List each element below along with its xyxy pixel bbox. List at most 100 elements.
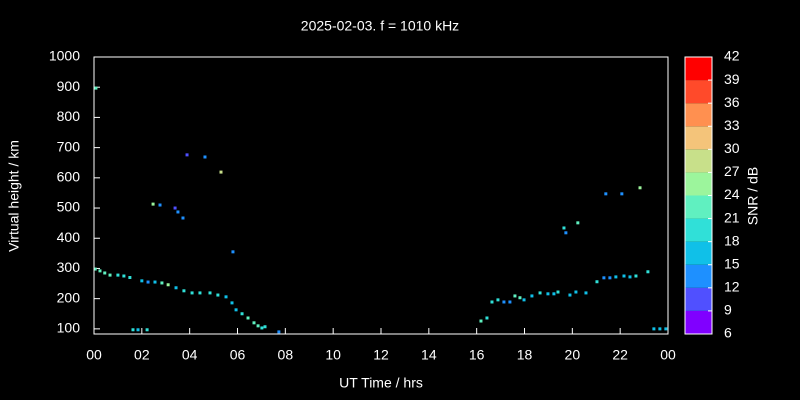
x-tick-label: 00: [86, 347, 102, 363]
data-point: [634, 274, 638, 278]
colorbar-segment: [685, 126, 712, 150]
data-point: [638, 186, 642, 190]
data-point: [166, 283, 170, 287]
data-point: [190, 291, 194, 295]
data-point: [530, 294, 534, 298]
data-point: [622, 274, 626, 278]
data-point: [608, 276, 612, 280]
data-point: [513, 294, 517, 298]
colorbar-segment: [685, 287, 712, 311]
x-tick-label: 20: [565, 347, 581, 363]
colorbar-label: SNR / dB: [745, 167, 761, 225]
colorbar-tick-label: 15: [724, 255, 740, 271]
y-tick-label: 900: [57, 78, 81, 94]
data-point: [160, 281, 164, 285]
data-point: [131, 328, 135, 332]
x-tick-label: 10: [325, 347, 341, 363]
data-point: [614, 275, 618, 279]
colorbar-segment: [685, 195, 712, 219]
data-point: [116, 273, 120, 277]
colorbar-segment: [685, 218, 712, 242]
data-point: [574, 290, 578, 294]
colorbar-segment: [685, 172, 712, 196]
data-point: [181, 216, 185, 220]
data-point: [122, 274, 126, 278]
colorbar-segment: [685, 241, 712, 265]
data-point: [173, 206, 177, 210]
data-point: [176, 210, 180, 214]
data-point: [604, 192, 608, 196]
data-point: [219, 170, 223, 174]
data-point: [664, 327, 668, 331]
data-point: [98, 269, 102, 273]
data-point: [94, 86, 98, 90]
colorbar-segment: [685, 264, 712, 288]
data-point: [602, 276, 606, 280]
data-point: [479, 319, 483, 323]
colorbar-tick-label: 18: [724, 232, 740, 248]
colorbar-segment: [685, 103, 712, 127]
y-tick-label: 100: [57, 320, 81, 336]
y-axis-label: Virtual height / km: [6, 140, 22, 252]
data-point: [252, 321, 256, 325]
data-point: [136, 328, 140, 332]
data-point: [216, 293, 220, 297]
y-tick-label: 300: [57, 259, 81, 275]
x-tick-label: 06: [230, 347, 246, 363]
y-tick-label: 500: [57, 199, 81, 215]
colorbar-tick-label: 42: [724, 48, 740, 64]
data-point: [658, 327, 662, 331]
data-point: [502, 300, 506, 304]
data-point: [620, 192, 624, 196]
data-point: [564, 231, 568, 235]
data-point: [153, 280, 157, 284]
data-point: [93, 267, 97, 271]
data-point: [485, 316, 489, 320]
x-tick-label: 18: [517, 347, 533, 363]
colorbar-tick-label: 21: [724, 209, 740, 225]
data-point: [208, 291, 212, 295]
data-point: [546, 292, 550, 296]
x-tick-label: 00: [660, 347, 676, 363]
data-point: [246, 316, 250, 320]
data-point: [182, 289, 186, 293]
data-point: [277, 330, 281, 334]
colorbar-segment: [685, 80, 712, 104]
data-point: [490, 300, 494, 304]
data-point: [231, 250, 235, 254]
colorbar-segment: [685, 57, 712, 81]
data-point: [652, 327, 656, 331]
data-point: [538, 291, 542, 295]
data-point: [234, 308, 238, 312]
data-point: [203, 155, 207, 159]
data-point: [185, 153, 189, 157]
colorbar-tick-label: 36: [724, 94, 740, 110]
data-point: [108, 273, 112, 277]
data-point: [256, 324, 260, 328]
y-tick-label: 700: [57, 138, 81, 154]
data-point: [522, 298, 526, 302]
data-point: [568, 293, 572, 297]
data-point: [145, 328, 149, 332]
x-tick-label: 12: [373, 347, 389, 363]
colorbar-tick-label: 12: [724, 279, 740, 295]
colorbar-tick-label: 33: [724, 117, 740, 133]
data-point: [595, 280, 599, 284]
data-point: [496, 298, 500, 302]
data-point: [518, 296, 522, 300]
data-point: [230, 301, 234, 305]
x-axis-label: UT Time / hrs: [339, 375, 423, 391]
y-tick-label: 1000: [49, 48, 80, 64]
data-point: [146, 280, 150, 284]
data-point: [263, 325, 267, 329]
colorbar-segment: [685, 310, 712, 334]
data-point: [576, 221, 580, 225]
colorbar-tick-label: 27: [724, 163, 740, 179]
data-point: [240, 312, 244, 316]
data-point: [556, 290, 560, 294]
x-tick-label: 22: [612, 347, 628, 363]
y-tick-label: 400: [57, 229, 81, 245]
data-point: [646, 270, 650, 274]
plot-frame: [93, 56, 669, 335]
